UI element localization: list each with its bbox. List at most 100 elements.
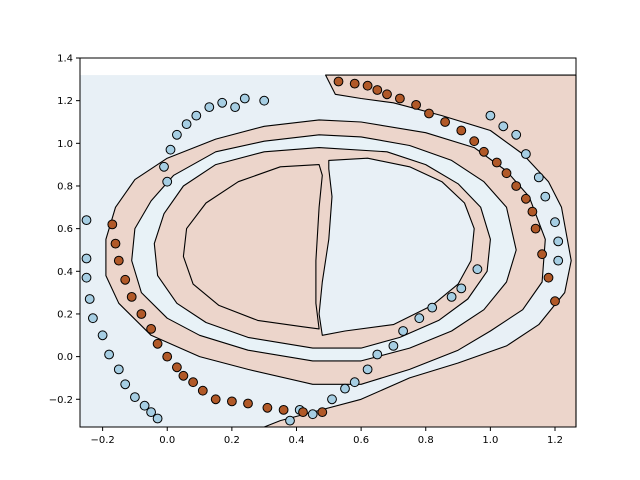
y-tick-label: 0.0 [57,352,73,363]
point-class-0 [181,119,192,129]
point-class-0 [139,400,150,411]
point-class-0 [485,110,496,121]
point-class-1 [210,394,221,405]
point-class-0 [388,341,399,351]
data-points [81,76,564,426]
point-class-1 [188,377,199,388]
point-class-0 [414,313,425,324]
point-class-0 [130,392,140,403]
point-class-1 [110,238,121,249]
point-class-1 [424,108,434,119]
point-class-0 [159,161,169,172]
point-class-0 [217,97,228,108]
point-class-1 [349,78,360,89]
point-class-1 [113,255,124,266]
point-class-0 [540,191,551,202]
point-class-0 [511,129,522,140]
point-class-1 [362,80,373,91]
y-tick-label: 0.6 [57,224,73,235]
x-tick-label: 0.0 [159,435,175,446]
x-tick-label: 1.0 [482,435,498,446]
point-class-1 [479,146,489,157]
point-class-1 [227,396,237,407]
y-tick-label: 1.0 [57,139,73,150]
point-class-0 [533,172,544,183]
point-class-1 [456,125,467,136]
point-class-0 [146,407,157,418]
point-class-0 [88,313,98,324]
point-class-0 [427,302,438,313]
plot-area [79,57,577,428]
point-class-1 [262,402,273,413]
point-class-1 [527,206,538,217]
point-class-1 [126,292,137,302]
point-class-1 [511,181,522,191]
point-class-0 [81,253,92,264]
point-class-0 [230,102,241,112]
y-tick-label: 0.4 [57,267,73,278]
decision-regions [80,74,577,428]
point-class-1 [530,223,541,234]
point-class-0 [398,326,409,336]
point-class-0 [446,292,457,302]
point-class-0 [327,394,337,405]
point-class-0 [340,383,350,394]
point-class-0 [104,349,114,360]
point-class-0 [553,236,564,247]
point-class-0 [307,409,318,420]
point-class-1 [333,76,344,87]
point-class-1 [152,338,163,349]
point-class-0 [521,149,531,159]
point-class-1 [298,407,308,418]
point-class-0 [553,255,564,266]
point-class-0 [550,217,560,228]
point-class-1 [172,362,182,373]
point-class-0 [113,364,124,375]
point-class-0 [498,121,509,132]
x-tick-label: 0.8 [418,435,434,446]
point-class-0 [81,272,92,283]
x-tick-label: 1.2 [547,435,563,446]
point-class-1 [197,385,208,396]
y-tick-label: 1.2 [57,96,73,107]
point-class-0 [204,102,215,112]
y-axis: −0.2 0.0 0.2 0.4 0.6 0.8 1.0 1.2 1.4 [49,54,80,406]
point-class-1 [178,370,189,381]
region-core-right [318,157,475,336]
region-core-left [182,164,323,330]
point-class-1 [521,193,531,204]
point-class-0 [191,110,202,121]
point-class-0 [362,364,373,375]
axes-frame [79,57,577,428]
point-class-0 [165,144,176,155]
point-class-0 [97,330,108,341]
point-class-1 [372,85,383,95]
point-class-1 [317,407,328,418]
point-class-0 [349,377,360,388]
x-tick-label: 0.2 [224,435,240,446]
point-class-1 [501,168,512,179]
point-class-0 [472,264,483,275]
x-axis: −0.2 0.0 0.2 0.4 0.6 0.8 1.0 1.2 [90,427,563,446]
point-class-1 [537,249,547,260]
point-class-1 [146,324,157,334]
point-class-1 [550,296,560,307]
point-class-1 [136,309,147,319]
point-class-1 [469,136,480,147]
point-class-1 [278,405,289,415]
point-class-0 [120,379,131,390]
point-class-0 [81,215,92,226]
point-class-1 [382,89,392,100]
point-class-1 [107,219,118,230]
point-class-1 [162,351,173,362]
point-class-1 [491,157,502,168]
point-class-1 [543,272,554,283]
point-class-0 [172,129,182,140]
x-tick-label: 0.4 [289,435,305,446]
point-class-0 [84,294,95,304]
y-tick-label: 0.8 [57,181,73,192]
point-class-1 [243,398,253,409]
point-class-1 [440,117,451,127]
point-class-0 [456,283,467,294]
